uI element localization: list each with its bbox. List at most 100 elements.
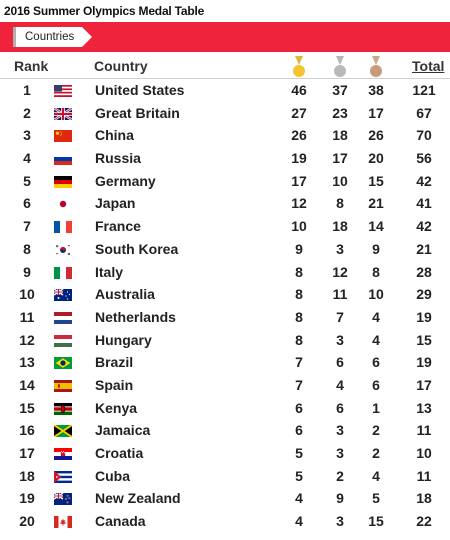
table-row[interactable]: 10 Australia 8 11 10 29 bbox=[0, 283, 450, 306]
gold-medal-icon[interactable] bbox=[292, 56, 306, 78]
rank-cell: 7 bbox=[23, 218, 31, 235]
country-name[interactable]: Jamaica bbox=[95, 422, 151, 439]
silver-count: 9 bbox=[336, 490, 344, 507]
total-column-header[interactable]: Total bbox=[412, 58, 445, 74]
gold-count: 8 bbox=[295, 263, 303, 280]
table-row[interactable]: 7 France 10 18 14 42 bbox=[0, 215, 450, 238]
total-count: 67 bbox=[416, 104, 432, 121]
country-name[interactable]: Kenya bbox=[95, 399, 138, 416]
table-row[interactable]: 12 Hungary 8 3 4 15 bbox=[0, 329, 450, 352]
chn-flag-icon bbox=[54, 129, 72, 143]
bronze-count: 15 bbox=[368, 172, 384, 189]
table-row[interactable]: 13 Brazil 7 6 6 19 bbox=[0, 351, 450, 374]
tab-countries[interactable]: Countries bbox=[13, 27, 93, 47]
table-row[interactable]: 11 Netherlands 8 7 4 19 bbox=[0, 306, 450, 329]
gold-count: 8 bbox=[295, 286, 303, 303]
ken-flag-icon bbox=[54, 402, 72, 415]
aus-flag-icon bbox=[53, 288, 72, 302]
country-name[interactable]: United States bbox=[95, 82, 185, 98]
total-count: 19 bbox=[416, 308, 432, 325]
gold-count: 8 bbox=[295, 331, 303, 348]
table-row[interactable]: 14 Spain 7 4 6 17 bbox=[0, 374, 450, 397]
table-row[interactable]: 8 South Korea 9 3 9 21 bbox=[0, 238, 450, 261]
rank-cell: 10 bbox=[19, 286, 35, 303]
table-row[interactable]: 16 Jamaica 6 3 2 11 bbox=[0, 419, 450, 442]
bronze-count: 20 bbox=[368, 150, 384, 167]
table-row[interactable]: 17 Croatia 5 3 2 10 bbox=[0, 442, 450, 465]
bronze-count: 26 bbox=[368, 127, 384, 144]
table-row[interactable]: 1 United States 46 37 38 121 bbox=[0, 79, 450, 102]
silver-medal-icon[interactable] bbox=[333, 56, 347, 78]
bronze-count: 4 bbox=[372, 331, 380, 348]
total-count: 11 bbox=[416, 422, 432, 439]
country-name[interactable]: Germany bbox=[95, 172, 156, 189]
rank-cell: 2 bbox=[23, 104, 31, 121]
rank-column-header[interactable]: Rank bbox=[14, 58, 49, 74]
bronze-count: 6 bbox=[372, 376, 380, 393]
table-row[interactable]: 19 New Zealand 4 9 5 18 bbox=[0, 487, 450, 510]
country-name[interactable]: Spain bbox=[95, 376, 134, 393]
country-name[interactable]: New Zealand bbox=[95, 490, 181, 507]
rank-cell: 5 bbox=[23, 172, 31, 189]
gold-count: 7 bbox=[295, 354, 303, 371]
page-title: 2016 Summer Olympics Medal Table bbox=[4, 4, 205, 18]
gold-count: 17 bbox=[291, 172, 307, 189]
gold-count: 5 bbox=[295, 445, 303, 461]
gold-count: 26 bbox=[291, 127, 307, 144]
bronze-count: 10 bbox=[368, 286, 384, 303]
rank-cell: 20 bbox=[19, 513, 35, 530]
rank-cell: 4 bbox=[23, 150, 31, 167]
country-name[interactable]: France bbox=[95, 218, 141, 235]
silver-count: 6 bbox=[336, 354, 344, 371]
country-name[interactable]: Canada bbox=[95, 513, 146, 530]
table-row[interactable]: 4 Russia 19 17 20 56 bbox=[0, 147, 450, 170]
nzl-flag-icon bbox=[53, 492, 72, 506]
total-count: 17 bbox=[416, 376, 432, 393]
table-row[interactable]: 6 Japan 12 8 21 41 bbox=[0, 192, 450, 215]
bronze-count: 6 bbox=[372, 354, 380, 371]
country-name[interactable]: Cuba bbox=[95, 467, 130, 484]
table-row[interactable]: 18 Cuba 5 2 4 11 bbox=[0, 465, 450, 488]
usa-flag-icon bbox=[54, 84, 72, 97]
silver-count: 18 bbox=[332, 218, 348, 235]
gold-count: 19 bbox=[291, 150, 307, 167]
rank-cell: 19 bbox=[19, 490, 35, 507]
country-name[interactable]: Brazil bbox=[95, 354, 134, 371]
gold-count: 4 bbox=[295, 513, 303, 530]
country-name[interactable]: China bbox=[95, 127, 134, 144]
can-flag-icon bbox=[54, 515, 72, 529]
rank-cell: 17 bbox=[19, 445, 35, 461]
rus-flag-icon bbox=[54, 152, 72, 166]
country-column-header[interactable]: Country bbox=[94, 58, 148, 74]
bronze-count: 17 bbox=[368, 104, 384, 121]
gbr-flag-icon bbox=[53, 106, 73, 121]
bronze-medal-icon[interactable] bbox=[369, 56, 383, 78]
bronze-count: 15 bbox=[368, 513, 384, 530]
total-count: 56 bbox=[416, 150, 432, 167]
country-name[interactable]: Netherlands bbox=[95, 308, 176, 325]
table-row[interactable]: 2 Great Britain 27 23 17 67 bbox=[0, 102, 450, 125]
country-name[interactable]: Italy bbox=[95, 263, 124, 280]
table-row[interactable]: 9 Italy 8 12 8 28 bbox=[0, 261, 450, 284]
country-name[interactable]: Australia bbox=[95, 286, 155, 303]
country-name[interactable]: Great Britain bbox=[95, 104, 180, 121]
silver-count: 11 bbox=[332, 286, 348, 303]
bronze-count: 38 bbox=[368, 82, 384, 98]
total-count: 13 bbox=[416, 399, 432, 416]
table-row[interactable]: 20 Canada 4 3 15 22 bbox=[0, 510, 450, 533]
country-name[interactable]: Croatia bbox=[95, 445, 144, 461]
country-name[interactable]: South Korea bbox=[95, 240, 179, 257]
country-name[interactable]: Japan bbox=[95, 195, 136, 212]
country-name[interactable]: Russia bbox=[95, 150, 141, 167]
table-row[interactable]: 15 Kenya 6 6 1 13 bbox=[0, 397, 450, 420]
table-row[interactable]: 3 China 26 18 26 70 bbox=[0, 124, 450, 147]
table-row[interactable]: 5 Germany 17 10 15 42 bbox=[0, 170, 450, 193]
gold-count: 6 bbox=[295, 399, 303, 416]
total-count: 41 bbox=[416, 195, 432, 212]
silver-count: 23 bbox=[332, 104, 348, 121]
total-count: 21 bbox=[416, 240, 432, 257]
country-name[interactable]: Hungary bbox=[95, 331, 152, 348]
ned-flag-icon bbox=[54, 311, 72, 324]
rank-cell: 18 bbox=[19, 467, 35, 484]
total-count: 19 bbox=[416, 354, 432, 371]
